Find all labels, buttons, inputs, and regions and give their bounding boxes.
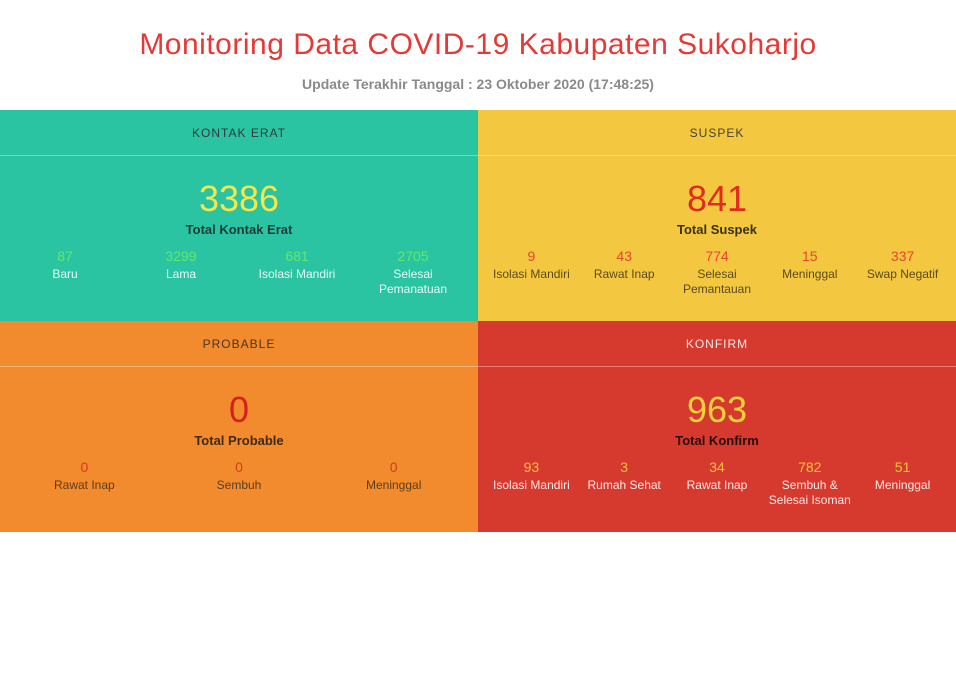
stat-label: Sembuh & Selesai Isoman xyxy=(766,478,853,508)
stat-value: 3299 xyxy=(126,247,236,265)
total-value: 841 xyxy=(486,178,948,220)
stat-item: 681 Isolasi Mandiri xyxy=(240,247,354,282)
stat-item: 43 Rawat Inap xyxy=(579,247,670,282)
stat-label: Selesai Pemanatuan xyxy=(358,267,468,297)
stat-label: Meninggal xyxy=(319,478,468,493)
stat-item: 0 Rawat Inap xyxy=(8,458,161,493)
stat-item: 337 Swap Negatif xyxy=(857,247,948,282)
stat-value: 43 xyxy=(581,247,668,265)
total-label: Total Probable xyxy=(8,433,470,448)
panel-konfirm: KONFIRM 963 Total Konfirm 93 Isolasi Mandiri… xyxy=(478,321,956,532)
panel-suspek: SUSPEK 841 Total Suspek 9 Isolasi Mandiri 43 R… xyxy=(478,110,956,321)
stat-value: 0 xyxy=(165,458,314,476)
panel-probable: PROBABLE 0 Total Probable 0 Rawat Inap 0 Sembu… xyxy=(0,321,478,532)
stat-label: Baru xyxy=(10,267,120,282)
stat-value: 0 xyxy=(319,458,468,476)
stat-item: 34 Rawat Inap xyxy=(672,458,763,493)
stat-item: 774 Selesai Pemantauan xyxy=(672,247,763,297)
dashboard-header: Monitoring Data COVID-19 Kabupaten Sukoh… xyxy=(0,0,956,110)
stat-label: Rawat Inap xyxy=(10,478,159,493)
stat-label: Swap Negatif xyxy=(859,267,946,282)
stat-value: 3 xyxy=(581,458,668,476)
stat-label: Meninggal xyxy=(859,478,946,493)
stat-label: Lama xyxy=(126,267,236,282)
stat-value: 15 xyxy=(766,247,853,265)
stat-value: 681 xyxy=(242,247,352,265)
stat-item: 87 Baru xyxy=(8,247,122,282)
panel-header: KONFIRM xyxy=(478,321,956,367)
stats-row: 93 Isolasi Mandiri 3 Rumah Sehat 34 Rawat Ina… xyxy=(486,458,948,508)
stat-item: 2705 Selesai Pemanatuan xyxy=(356,247,470,297)
stat-item: 3299 Lama xyxy=(124,247,238,282)
stat-value: 2705 xyxy=(358,247,468,265)
stats-row: 9 Isolasi Mandiri 43 Rawat Inap 774 Selesai P… xyxy=(486,247,948,297)
total-label: Total Kontak Erat xyxy=(8,222,470,237)
panels-grid: KONTAK ERAT3386Total Kontak Erat87Baru32… xyxy=(0,110,956,532)
stat-label: Sembuh xyxy=(165,478,314,493)
stat-item: 0 Sembuh xyxy=(163,458,316,493)
total-value: 963 xyxy=(486,389,948,431)
stat-label: Selesai Pemantauan xyxy=(674,267,761,297)
stats-row: 87 Baru 3299 Lama 681 Isolasi Mandiri 2705 Sele… xyxy=(8,247,470,297)
stats-row: 0 Rawat Inap 0 Sembuh 0 Meninggal xyxy=(8,458,470,493)
stat-value: 9 xyxy=(488,247,575,265)
stat-value: 0 xyxy=(10,458,159,476)
stat-label: Rawat Inap xyxy=(581,267,668,282)
stat-label: Isolasi Mandiri xyxy=(488,478,575,493)
stat-value: 34 xyxy=(674,458,761,476)
stat-value: 774 xyxy=(674,247,761,265)
stat-item: 782 Sembuh & Selesai Isoman xyxy=(764,458,855,508)
stat-value: 93 xyxy=(488,458,575,476)
total-label: Total Suspek xyxy=(486,222,948,237)
panel-kontak-erat: KONTAK ERAT 3386 Total Kontak Erat 87 Baru 32… xyxy=(0,110,478,321)
stat-label: Meninggal xyxy=(766,267,853,282)
stat-label: Isolasi Mandiri xyxy=(242,267,352,282)
panel-body: 963 Total Konfirm 93 Isolasi Mandiri 3 Rumah … xyxy=(478,367,956,532)
stat-label: Rumah Sehat xyxy=(581,478,668,493)
panel-header: PROBABLE xyxy=(0,321,478,367)
stat-item: 15 Meninggal xyxy=(764,247,855,282)
stat-value: 87 xyxy=(10,247,120,265)
last-update: Update Terakhir Tanggal : 23 Oktober 202… xyxy=(20,76,936,92)
total-label: Total Konfirm xyxy=(486,433,948,448)
panel-body: 3386 Total Kontak Erat 87 Baru 3299 Lama 681 Is… xyxy=(0,156,478,321)
panel-header: SUSPEK xyxy=(478,110,956,156)
stat-value: 51 xyxy=(859,458,946,476)
stat-value: 782 xyxy=(766,458,853,476)
total-value: 0 xyxy=(8,389,470,431)
stat-item: 9 Isolasi Mandiri xyxy=(486,247,577,282)
stat-item: 51 Meninggal xyxy=(857,458,948,493)
panel-body: 841 Total Suspek 9 Isolasi Mandiri 43 Rawat I… xyxy=(478,156,956,321)
panel-header: KONTAK ERAT xyxy=(0,110,478,156)
panel-body: 0 Total Probable 0 Rawat Inap 0 Sembuh 0 Mening… xyxy=(0,367,478,517)
stat-item: 0 Meninggal xyxy=(317,458,470,493)
total-value: 3386 xyxy=(8,178,470,220)
stat-item: 93 Isolasi Mandiri xyxy=(486,458,577,493)
stat-item: 3 Rumah Sehat xyxy=(579,458,670,493)
stat-label: Isolasi Mandiri xyxy=(488,267,575,282)
page-title: Monitoring Data COVID-19 Kabupaten Sukoh… xyxy=(20,28,936,62)
stat-label: Rawat Inap xyxy=(674,478,761,493)
stat-value: 337 xyxy=(859,247,946,265)
